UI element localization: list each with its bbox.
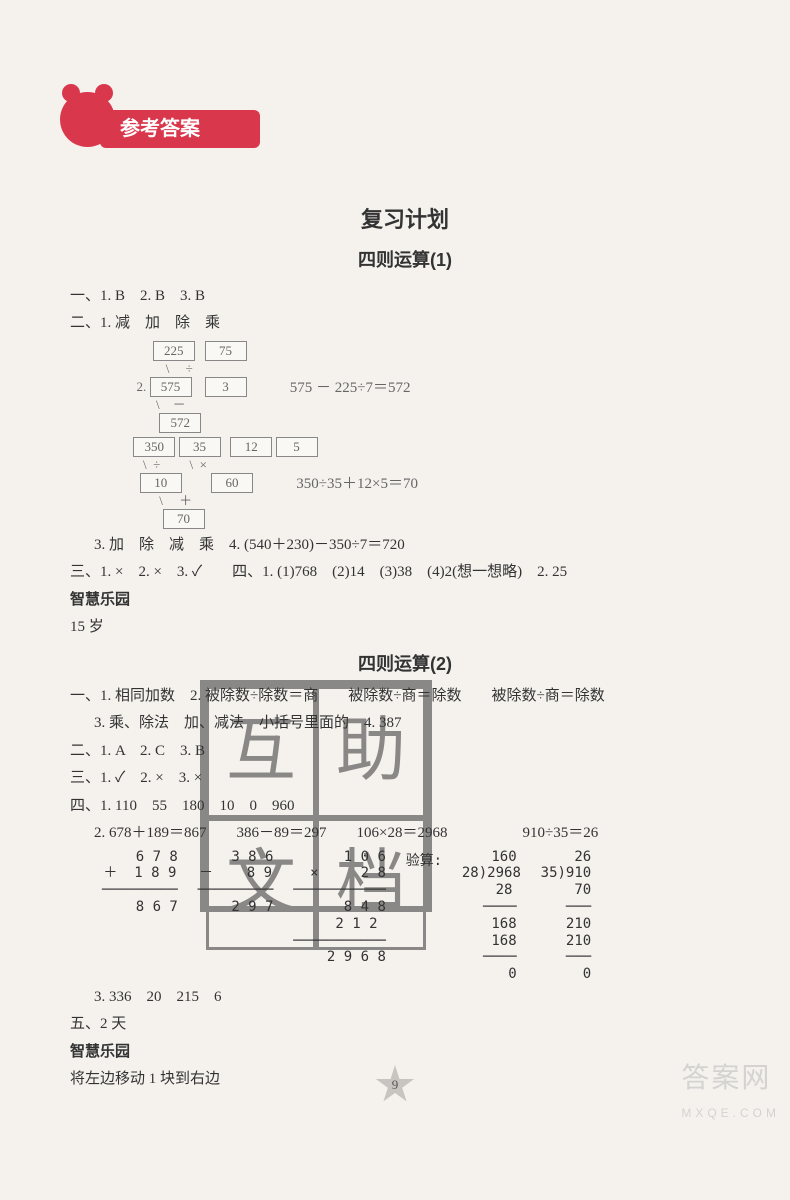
expression: 350÷35＋12×5＝70	[296, 476, 418, 492]
ans-line: 3. 336 20 215 6	[94, 985, 740, 1011]
ans-line: 3. 加 除 减 乘 4. (540＋230)－350÷7＝720	[94, 533, 740, 559]
wisdom-heading: 智慧乐园	[70, 1040, 740, 1066]
tree-diagram-1: 225 75 \ ÷ 2. 575 3 575 － 225÷7＝572 \ － …	[130, 341, 740, 433]
star-icon: 9	[375, 1065, 415, 1105]
ans-line: 三、1. × 2. × 3. ✓ 四、1. (1)768 (2)14 (3)38…	[70, 560, 740, 586]
node: 575	[150, 377, 192, 397]
node: 3	[205, 377, 247, 397]
node: 5	[276, 437, 318, 457]
connector: \ －	[130, 397, 740, 413]
node: 60	[211, 473, 253, 493]
badge-label: 参考答案	[100, 110, 260, 148]
connector: \ ＋	[130, 493, 740, 509]
node: 572	[159, 413, 201, 433]
title-block: 复习计划 四则运算(1)	[70, 200, 740, 276]
ans-line: 3. 乘、除法 加、减法 小括号里面的 4. 387	[94, 711, 740, 737]
page-title: 复习计划	[70, 200, 740, 240]
wisdom-heading: 智慧乐园	[70, 588, 740, 614]
watermark-text: 答案网	[681, 1053, 780, 1103]
watermark-corner: 答案网 MXQE.COM	[681, 1053, 780, 1125]
ans-line: 一、1. 相同加数 2. 被除数÷除数＝商 被除数÷商＝除数 被除数÷商＝除数	[70, 684, 740, 710]
ans-line: 三、1. ✓ 2. × 3. ×	[70, 766, 740, 792]
node: 350	[133, 437, 175, 457]
check-label: 验算:	[406, 853, 442, 870]
expression: 575 － 225÷7＝572	[290, 380, 411, 396]
ans-line: 2. 678＋189＝867 386－89＝297 106×28＝2968 91…	[94, 821, 740, 847]
content-body: 一、1. B 2. B 3. B 二、1. 减 加 除 乘 225 75 \ ÷…	[70, 284, 740, 1093]
ans-line: 二、1. 减 加 除 乘	[70, 311, 740, 337]
ans-line: 五、2 天	[70, 1012, 740, 1038]
node: 75	[205, 341, 247, 361]
page-number-star: 9	[375, 1065, 415, 1105]
node: 225	[153, 341, 195, 361]
vertical-add: 6 7 8 ＋ 1 8 9 ───────── 8 6 7	[102, 849, 178, 916]
long-division-1: 160 28)2968 28 ──── 168 168 ──── 0	[462, 849, 521, 983]
answer-badge: 参考答案	[70, 110, 230, 160]
tree-diagram-2: 350 35 12 5 \ ÷ \ × 10 60 350÷35＋12×5＝70…	[130, 437, 740, 529]
ans-line: 一、1. B 2. B 3. B	[70, 284, 740, 310]
section-title-2: 四则运算(2)	[70, 649, 740, 680]
ans-line: 二、1. A 2. C 3. B	[70, 739, 740, 765]
page-number: 9	[392, 1073, 399, 1096]
long-division-2: 26 35)910 70 ─── 210 210 ─── 0	[541, 849, 592, 983]
section-title-1: 四则运算(1)	[70, 244, 740, 276]
q2-label: 2.	[137, 379, 147, 394]
vertical-mul: 1 0 6 × 2 8 ─────────── 8 4 8 2 1 2 ────…	[293, 849, 386, 967]
ans-line: 四、1. 110 55 180 10 0 960	[70, 794, 740, 820]
node: 12	[230, 437, 272, 457]
ans-line: 15 岁	[70, 615, 740, 641]
node: 70	[163, 509, 205, 529]
node: 10	[140, 473, 182, 493]
page-root: 参考答案 复习计划 四则运算(1) 一、1. B 2. B 3. B 二、1. …	[0, 0, 790, 1135]
long-calculations: 6 7 8 ＋ 1 8 9 ───────── 8 6 7 3 8 6 － 8 …	[94, 849, 740, 983]
vertical-sub: 3 8 6 － 8 9 ───────── 2 9 7	[198, 849, 274, 916]
node: 35	[179, 437, 221, 457]
connector: \ ÷	[130, 361, 740, 377]
connector: \ ÷ \ ×	[130, 457, 740, 473]
watermark-url: MXQE.COM	[681, 1103, 780, 1125]
